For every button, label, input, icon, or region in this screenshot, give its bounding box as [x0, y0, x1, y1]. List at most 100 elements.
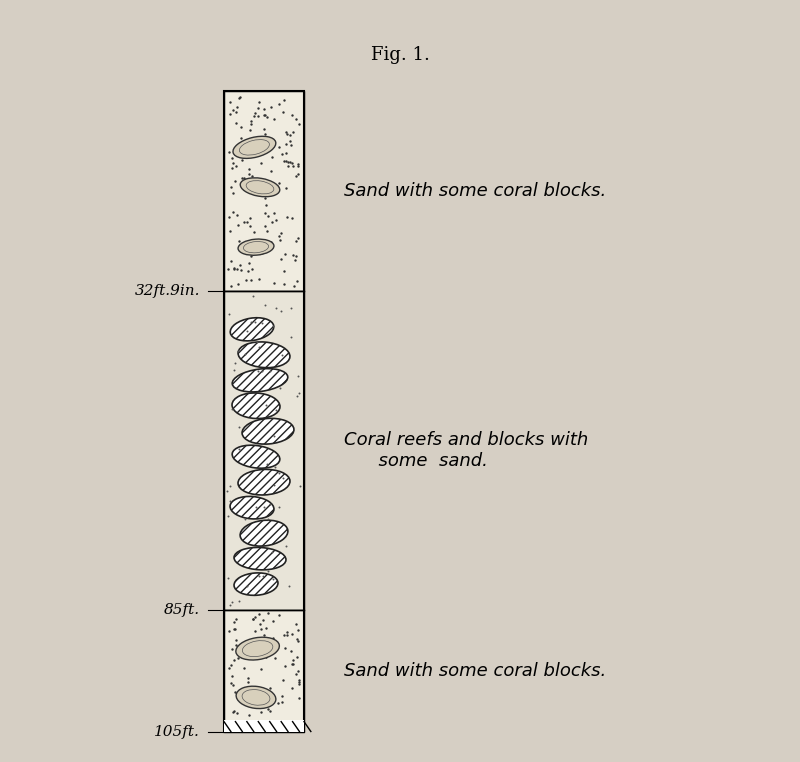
Point [268, 652, 281, 664]
Point [222, 146, 235, 158]
Point [259, 622, 272, 634]
Point [225, 658, 238, 671]
Point [254, 663, 267, 675]
Point [255, 623, 268, 636]
Point [254, 235, 266, 247]
Point [242, 168, 255, 180]
Point [292, 665, 305, 677]
Point [279, 138, 292, 150]
Point [286, 682, 298, 694]
Bar [224, 91, 304, 732]
Point [257, 103, 270, 115]
Point [242, 677, 254, 689]
Point [272, 697, 285, 709]
Point [222, 263, 234, 275]
Text: Sand with some coral blocks.: Sand with some coral blocks. [344, 182, 606, 200]
Point [291, 158, 304, 170]
Point [249, 716, 262, 728]
Ellipse shape [238, 342, 290, 367]
Point [274, 305, 287, 317]
Point [228, 716, 241, 728]
Point [287, 658, 300, 671]
Point [223, 495, 236, 507]
Point [241, 325, 254, 338]
Point [228, 261, 241, 274]
Point [281, 128, 294, 140]
Point [267, 573, 280, 585]
Point [277, 278, 290, 290]
Point [226, 152, 238, 165]
Point [277, 472, 290, 484]
Point [244, 142, 257, 154]
Point [225, 677, 238, 689]
Ellipse shape [234, 547, 286, 570]
Point [246, 171, 258, 183]
Point [226, 162, 238, 174]
Point [266, 184, 279, 197]
Point [258, 501, 270, 514]
Point [293, 675, 306, 687]
Point [254, 706, 267, 719]
Point [286, 655, 299, 667]
Point [264, 645, 277, 657]
Point [263, 365, 276, 377]
Point [278, 642, 291, 654]
Point [226, 187, 239, 199]
Point [284, 331, 297, 344]
Point [230, 117, 242, 130]
Point [280, 126, 293, 138]
Point [290, 668, 302, 680]
Point [230, 106, 242, 118]
Point [282, 159, 294, 171]
Point [291, 624, 304, 636]
Point [280, 540, 293, 552]
Point [252, 608, 265, 620]
Point [234, 259, 246, 271]
Point [286, 212, 298, 224]
Point [242, 145, 254, 157]
Point [276, 690, 289, 703]
Point [287, 159, 300, 171]
Point [272, 719, 285, 731]
Point [294, 480, 306, 492]
Point [233, 92, 246, 104]
Point [283, 580, 296, 592]
Point [251, 365, 264, 377]
Point [223, 599, 236, 611]
Point [255, 247, 268, 259]
Point [242, 183, 255, 195]
Point [252, 95, 265, 107]
Point [245, 114, 258, 126]
Point [284, 645, 297, 657]
Point [268, 479, 281, 491]
Point [250, 176, 262, 188]
Point [274, 227, 287, 239]
Point [229, 357, 242, 370]
Point [250, 335, 263, 347]
Point [265, 235, 278, 248]
Point [261, 110, 274, 123]
Point [266, 133, 278, 146]
Point [248, 238, 261, 250]
Point [286, 628, 298, 640]
Point [258, 220, 271, 232]
Point [238, 347, 251, 360]
Point [250, 501, 262, 513]
Point [221, 485, 234, 497]
Point [266, 720, 279, 732]
Point [247, 613, 260, 626]
Point [252, 185, 265, 197]
Point [230, 264, 243, 276]
Point [259, 245, 272, 258]
Point [278, 265, 290, 277]
Point [272, 177, 285, 189]
Point [266, 615, 279, 627]
Point [224, 479, 237, 491]
Point [281, 629, 294, 641]
Point [262, 210, 275, 223]
Point [227, 263, 240, 275]
Point [259, 199, 272, 211]
Ellipse shape [232, 445, 280, 468]
Point [234, 264, 247, 276]
Point [243, 212, 256, 224]
